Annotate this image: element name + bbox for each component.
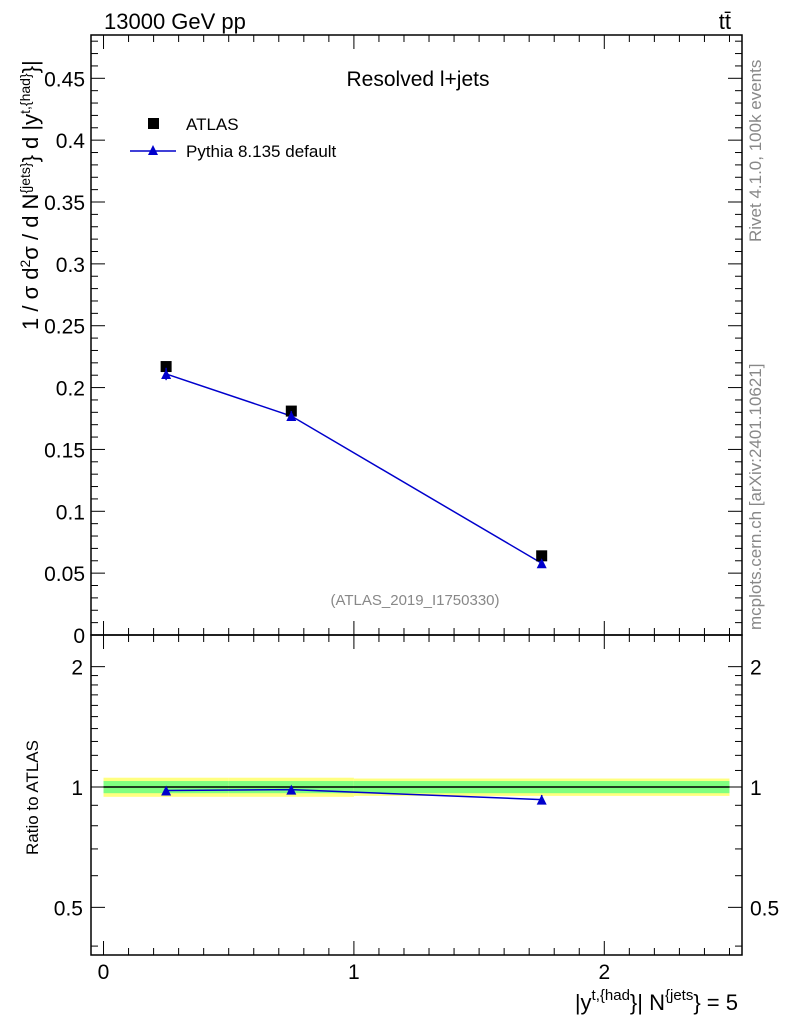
- legend-mc-label: Pythia 8.135 default: [186, 142, 337, 161]
- main-points: [160, 361, 548, 569]
- x-axis-label: |yt,{had}| N{jets} = 5: [575, 987, 738, 1015]
- ratio-frame: [90, 634, 743, 956]
- x-tick-label: 1: [348, 961, 360, 984]
- main-title: Resolved l+jets: [347, 68, 490, 91]
- legend-mc-marker: [148, 145, 158, 155]
- ratio-mc-point: [536, 794, 547, 805]
- process-label: tt̄: [719, 9, 731, 34]
- atlas-data-point: [536, 550, 548, 562]
- main-y-tick-label: 0: [73, 625, 85, 648]
- ratio-panel: 0.5 0.5 1 1 2 2 0 1 2 Ratio to ATLAS |yt,{had}|…: [23, 634, 779, 1015]
- mc-data-point: [536, 558, 547, 569]
- main-y-tick-label: 0.1: [56, 501, 85, 524]
- ratio-y-tick-label: 0.5: [54, 897, 83, 920]
- legend: ATLAS Pythia 8.135 default: [130, 115, 337, 161]
- ratio-y-axis-label: Ratio to ATLAS: [23, 740, 42, 855]
- main-panel: 0 0.05 0.1 0.15 0.2 0.25 0.3 0.35 0.4 0.45 Resolv…: [17, 34, 743, 648]
- main-y-axis-label: 1 / σ d2σ / d N{jets}} d |yt,{had}}|: [17, 60, 43, 330]
- ratio-mc-point: [286, 784, 297, 795]
- legend-atlas-marker: [148, 118, 159, 129]
- ratio-y-tick-label-right: 2: [750, 657, 762, 680]
- main-lines: [165, 373, 543, 564]
- main-y-tick-label: 0.4: [56, 130, 86, 153]
- mc-series-line: [165, 373, 543, 564]
- ratio-points: [161, 784, 547, 805]
- ratio-x-ticks: 0 1 2: [98, 635, 730, 984]
- ratio-mc-point: [161, 785, 172, 796]
- main-y-tick-label: 0.2: [56, 378, 85, 401]
- ratio-y-tick-label-right: 1: [750, 777, 762, 800]
- main-y-tick-label: 0.45: [44, 68, 85, 91]
- watermark: (ATLAS_2019_I1750330): [330, 592, 499, 609]
- main-x-ticks: [103, 35, 730, 635]
- x-tick-label: 0: [98, 961, 110, 984]
- rivet-label: Rivet 4.1.0, 100k events: [746, 60, 765, 242]
- atlas-data-point: [160, 361, 172, 373]
- legend-atlas-label: ATLAS: [186, 115, 239, 134]
- source-label: mcplots.cern.ch [arXiv:2401.10621]: [746, 364, 765, 630]
- ratio-y-tick-label-right: 0.5: [750, 897, 779, 920]
- mc-data-point: [161, 368, 172, 379]
- main-y-tick-label: 0.15: [44, 439, 85, 462]
- ratio-y-tick-label: 1: [71, 777, 83, 800]
- x-tick-label: 2: [598, 961, 610, 984]
- main-y-tick-label: 0.35: [44, 192, 85, 215]
- ratio-y-ticks: 0.5 0.5 1 1 2 2: [54, 657, 779, 947]
- energy-label: 13000 GeV pp: [104, 9, 246, 34]
- main-y-tick-label: 0.05: [44, 563, 85, 586]
- main-y-tick-label: 0.25: [44, 316, 85, 339]
- main-y-ticks: 0 0.05 0.1 0.15 0.2 0.25 0.3 0.35 0.4 0.45: [44, 40, 742, 648]
- ratio-y-tick-label: 2: [71, 657, 83, 680]
- main-y-tick-label: 0.3: [56, 254, 85, 277]
- mc-data-point: [286, 411, 297, 422]
